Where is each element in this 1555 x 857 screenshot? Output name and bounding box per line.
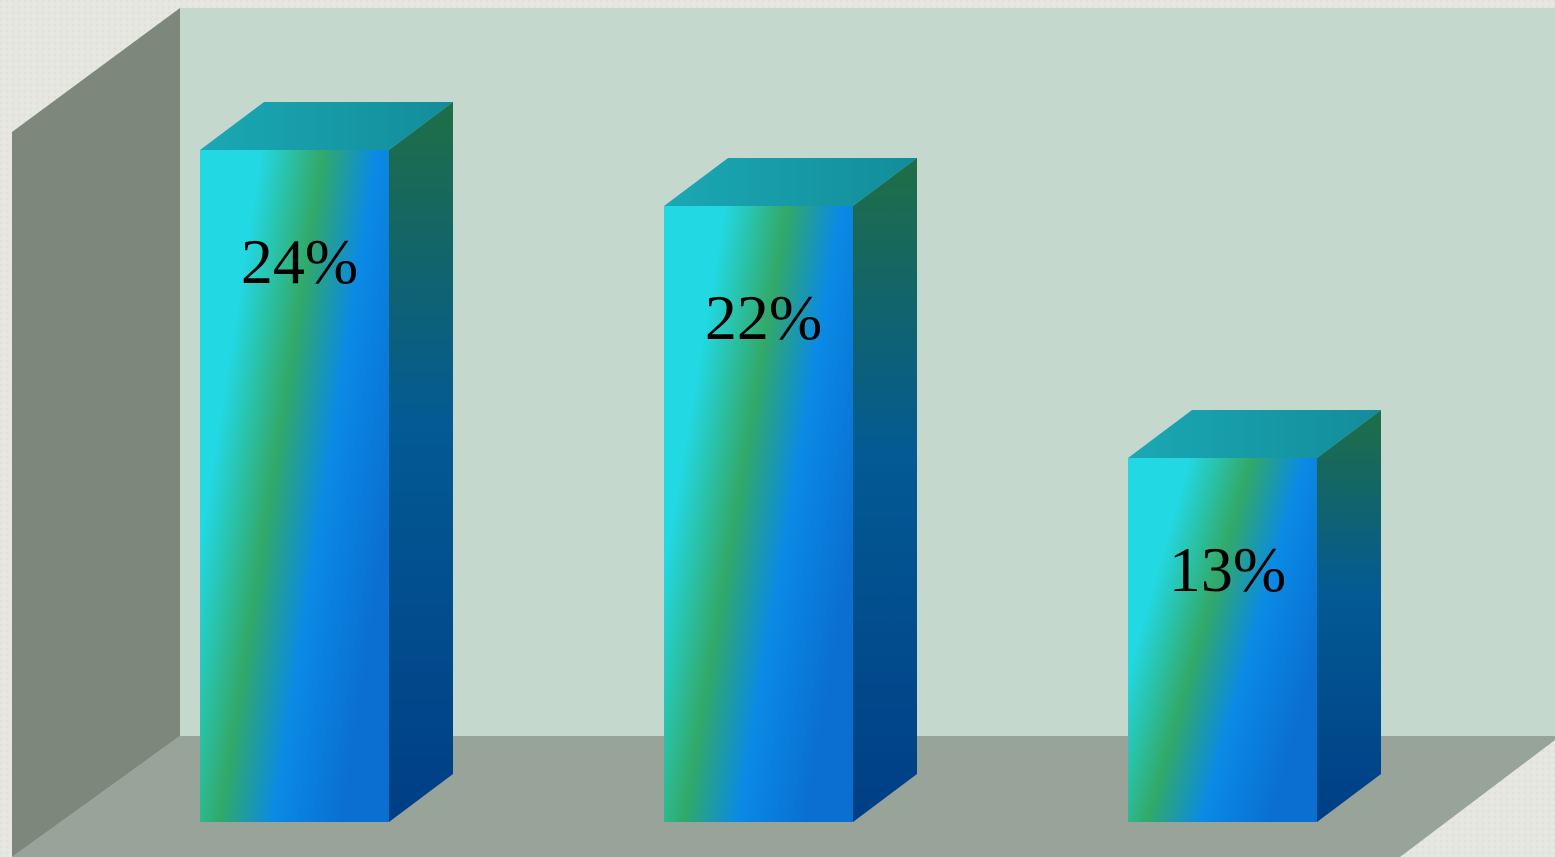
bar-top-face xyxy=(200,102,453,150)
data-labels-group: 24% 22% 13% xyxy=(241,226,1286,605)
bar xyxy=(1128,410,1381,822)
bar-front-face xyxy=(200,150,389,822)
bar-side-face xyxy=(1317,410,1381,822)
bar-value-label: 24% xyxy=(241,226,358,297)
bar-side-face xyxy=(389,102,453,822)
bar-side-face xyxy=(853,158,917,822)
bar xyxy=(200,102,453,822)
bar xyxy=(664,158,917,822)
bar-front-face xyxy=(664,206,853,822)
bars-group xyxy=(200,102,1381,822)
bar-value-label: 22% xyxy=(705,282,822,353)
bar-top-face xyxy=(1128,410,1381,458)
bar-value-label: 13% xyxy=(1169,534,1286,605)
side-wall xyxy=(12,8,180,857)
bar-front-face xyxy=(1128,458,1317,822)
bar-top-face xyxy=(664,158,917,206)
